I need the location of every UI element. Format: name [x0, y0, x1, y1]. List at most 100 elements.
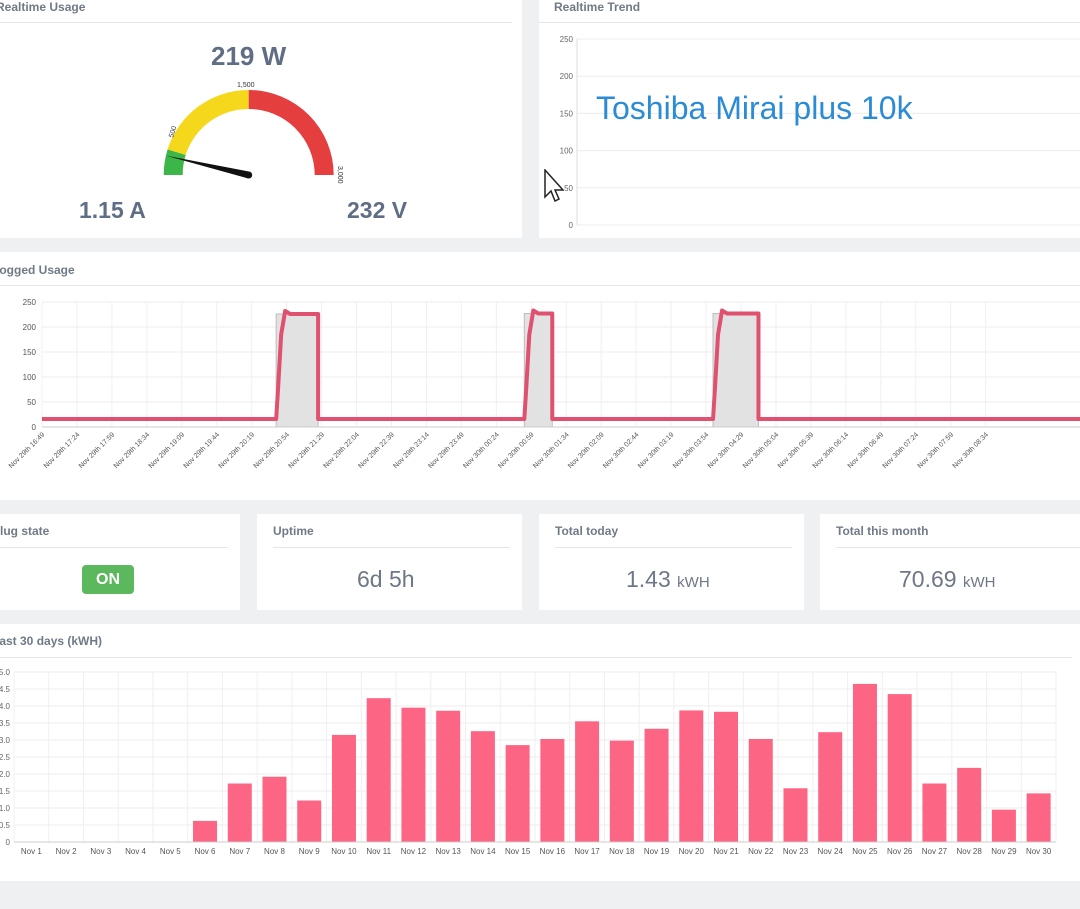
realtime-trend-card: Realtime Trend 250 200 150 100 50 0 [539, 0, 1080, 238]
bars-x-tick: Nov 17 [574, 847, 600, 856]
plug-state-title: Plug state [0, 524, 50, 538]
divider [836, 547, 1080, 548]
daily-kwh-bar [644, 728, 669, 842]
logged-y-tick: 150 [23, 348, 37, 357]
trend-y-tick: 250 [560, 35, 574, 44]
logged-x-tick: Nov 29th 17:59 [78, 431, 117, 470]
total-month-card: Total this month 70.69 kWH [820, 514, 1080, 610]
logged-usage-title: Logged Usage [0, 263, 75, 277]
gauge-green-band [163, 149, 186, 175]
uptime-value: 6d 5h [357, 566, 415, 592]
bars-y-tick: 0 [6, 838, 11, 847]
plug-on-toggle[interactable]: ON [82, 565, 134, 594]
logged-y-tick: 200 [23, 323, 37, 332]
logged-x-tick: Nov 30th 06:14 [812, 431, 851, 470]
logged-x-tick: Nov 30th 07:59 [917, 431, 956, 470]
logged-x-tick: Nov 29th 20:54 [253, 431, 292, 470]
logged-x-tick: Nov 29th 19:44 [183, 431, 222, 470]
bars-y-tick: 3.0 [0, 736, 11, 745]
daily-kwh-bar [540, 738, 565, 842]
bars-x-tick: Nov 19 [644, 847, 670, 856]
gauge-yellow-band [167, 89, 249, 155]
daily-kwh-bar [262, 776, 287, 842]
daily-kwh-bar [818, 732, 843, 842]
daily-kwh-bar [366, 698, 391, 842]
bars-x-tick: Nov 14 [470, 847, 496, 856]
total-month-unit: kWH [962, 574, 996, 591]
logged-x-tick: Nov 30th 01:34 [532, 431, 571, 470]
logged-x-tick: Nov 29th 22:04 [322, 431, 361, 470]
total-month-number: 70.69 [899, 566, 957, 592]
bars-y-tick: 4.0 [0, 702, 11, 711]
overlay-caption: Toshiba Mirai plus 10k [596, 90, 913, 126]
logged-x-tick: Nov 30th 07:24 [882, 431, 921, 470]
bars-x-tick: Nov 11 [366, 847, 391, 856]
gauge-red-band [248, 90, 334, 175]
bars-x-tick: Nov 3 [90, 847, 111, 856]
logged-y-tick: 100 [23, 373, 37, 382]
bars-x-tick: Nov 26 [887, 847, 913, 856]
daily-kwh-bar [470, 731, 495, 842]
bars-x-tick: Nov 10 [331, 847, 357, 856]
logged-x-tick: Nov 30th 05:04 [742, 431, 781, 470]
total-month-value: 70.69 kWH [899, 566, 995, 593]
gauge-tick-500: 500 [168, 125, 178, 138]
bars-x-tick: Nov 23 [783, 847, 809, 856]
bars-x-tick: Nov 1 [21, 847, 42, 856]
trend-y-tick: 0 [569, 221, 574, 230]
daily-kwh-bar [575, 721, 600, 842]
total-month-title: Total this month [836, 524, 929, 538]
logged-x-tick: Nov 29th 23:49 [427, 431, 466, 470]
realtime-trend-chart: 250 200 150 100 50 0 [560, 35, 1080, 230]
daily-kwh-bar [401, 707, 426, 842]
logged-x-tick: Nov 29th 17:24 [43, 431, 82, 470]
daily-kwh-bar [852, 683, 877, 842]
daily-kwh-bar [991, 809, 1016, 842]
bars-x-tick: Nov 24 [818, 847, 844, 856]
bars-x-tick: Nov 27 [922, 847, 948, 856]
logged-x-tick: Nov 29th 16:49 [8, 431, 47, 470]
current-value: 1.15 A [79, 197, 146, 223]
logged-x-tick: Nov 30th 03:54 [672, 431, 711, 470]
logged-usage-card: Logged Usage 250 200 150 100 50 0 Nov 29th 16:… [0, 252, 1080, 500]
bars-x-tick: Nov 16 [540, 847, 566, 856]
bars-x-tick: Nov 25 [852, 847, 878, 856]
realtime-trend-title: Realtime Trend [554, 0, 641, 14]
gauge-hub [245, 171, 253, 179]
bars-x-tick: Nov 12 [401, 847, 427, 856]
daily-kwh-bar [505, 745, 530, 842]
daily-kwh-bar [748, 738, 773, 842]
bars-x-tick: Nov 28 [956, 847, 982, 856]
bars-y-tick: 4.5 [0, 685, 11, 694]
bars-x-tick: Nov 13 [435, 847, 461, 856]
bars-x-tick: Nov 9 [299, 847, 320, 856]
total-today-number: 1.43 [626, 566, 671, 592]
divider [539, 22, 1080, 23]
bars-x-tick: Nov 2 [56, 847, 77, 856]
logged-x-tick: Nov 30th 05:39 [777, 431, 816, 470]
logged-x-tick: Nov 30th 06:49 [847, 431, 886, 470]
bars-x-tick: Nov 15 [505, 847, 531, 856]
uptime-card: Uptime 6d 5h [257, 514, 522, 610]
trend-y-tick: 150 [560, 109, 574, 118]
logged-x-tick: Nov 30th 04:29 [707, 431, 746, 470]
bars-x-tick: Nov 5 [160, 847, 181, 856]
logged-x-tick: Nov 29th 22:39 [357, 431, 396, 470]
logged-x-tick: Nov 29th 20:19 [218, 431, 257, 470]
bars-y-tick: 1.5 [0, 787, 11, 796]
bars-y-tick: 2.5 [0, 753, 11, 762]
last-30-days-title: Last 30 days (kWH) [0, 634, 103, 648]
total-today-value: 1.43 kWH [626, 566, 710, 593]
divider [0, 285, 1080, 286]
bars-y-tick: 5.0 [0, 668, 11, 677]
logged-x-tick: Nov 30th 03:19 [637, 431, 676, 470]
logged-x-tick: Nov 29th 23:14 [392, 431, 431, 470]
divider [0, 22, 512, 23]
daily-kwh-bar [331, 734, 356, 842]
total-today-unit: kWH [677, 574, 710, 591]
logged-area-fill [712, 313, 759, 428]
last-30-days-card: Last 30 days (kWH) 5.0 4.5 4.0 3.5 3.0 2.5 2.0… [0, 624, 1080, 881]
mouse-cursor-icon [544, 169, 564, 203]
bars-x-tick: Nov 6 [195, 847, 216, 856]
